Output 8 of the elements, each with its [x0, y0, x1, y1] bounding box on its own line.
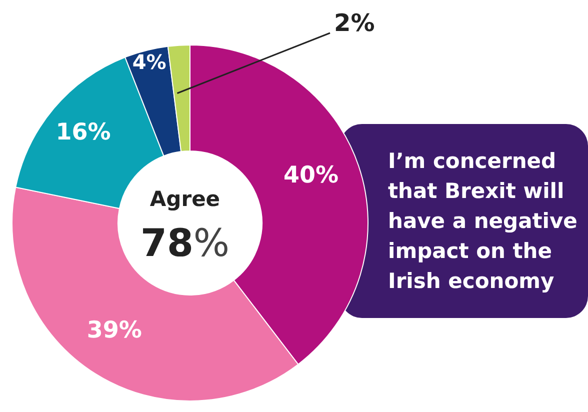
- text: 78%: [140, 221, 230, 265]
- data-label: 16%: [56, 119, 111, 146]
- data-label: 40%: [283, 162, 338, 188]
- text: Agree: [150, 187, 220, 211]
- data-label: 4%: [132, 50, 166, 74]
- text: I’m concerned that Brexit will have a negative impact on the Irish economy: [388, 148, 578, 295]
- data-label: 2%: [334, 9, 375, 37]
- data-label: 39%: [86, 318, 142, 344]
